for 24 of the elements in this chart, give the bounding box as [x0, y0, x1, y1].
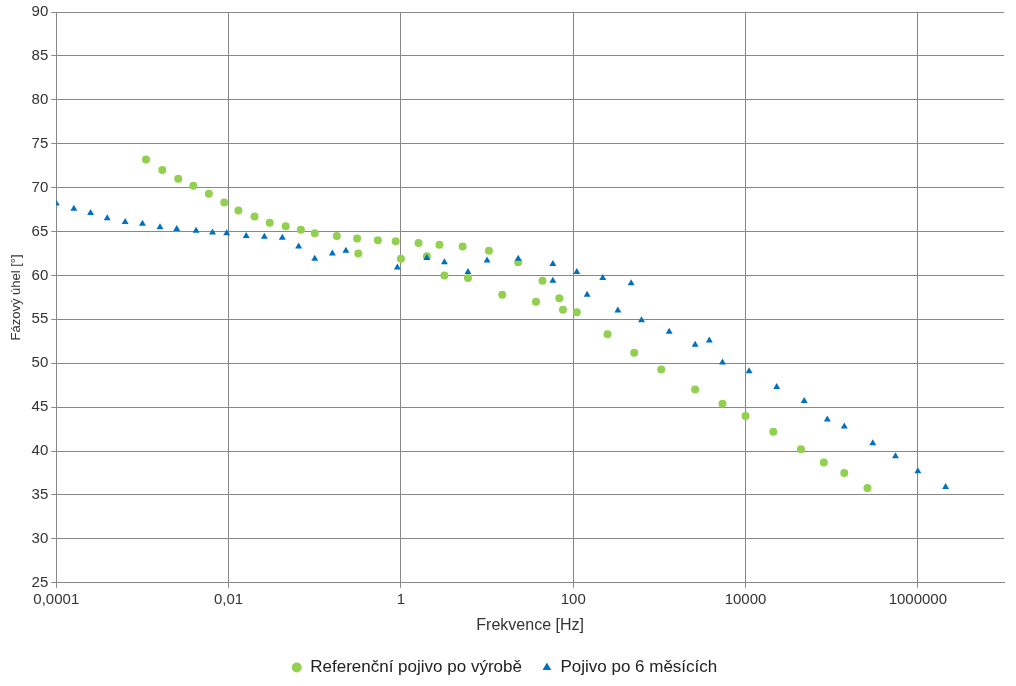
y-tick-label: 65	[31, 221, 49, 239]
x-tick-label: 0,0001	[33, 589, 80, 607]
y-tick-label: 30	[31, 529, 49, 547]
y-tick-label: 55	[31, 309, 49, 327]
legend-label: Pojivo po 6 měsících	[560, 657, 718, 677]
x-axis-title: Frekvence [Hz]	[476, 615, 584, 633]
y-tick-label: 35	[31, 485, 49, 503]
x-tick-label: 10000	[724, 589, 767, 607]
y-tick-label: 60	[31, 265, 49, 283]
y-tick-label: 75	[31, 133, 49, 151]
y-tick-label: 85	[31, 46, 49, 64]
x-tick-label: 100	[560, 589, 586, 607]
y-tick-label: 90	[31, 2, 49, 20]
y-tick-label: 80	[31, 89, 49, 107]
x-tick-label: 0,01	[213, 589, 244, 607]
legend-label: Referenční pojivo po výrobě	[310, 657, 522, 677]
x-tick-label: 1	[396, 589, 406, 607]
y-tick-label: 50	[31, 353, 49, 371]
y-tick-label: 40	[31, 441, 49, 459]
y-axis-title: Fázový úhel [°]	[8, 254, 24, 341]
y-tick-label: 70	[31, 177, 49, 195]
x-tick-label: 1000000	[888, 589, 948, 607]
y-tick-label: 45	[31, 397, 49, 415]
y-tick-label: 25	[31, 572, 49, 590]
